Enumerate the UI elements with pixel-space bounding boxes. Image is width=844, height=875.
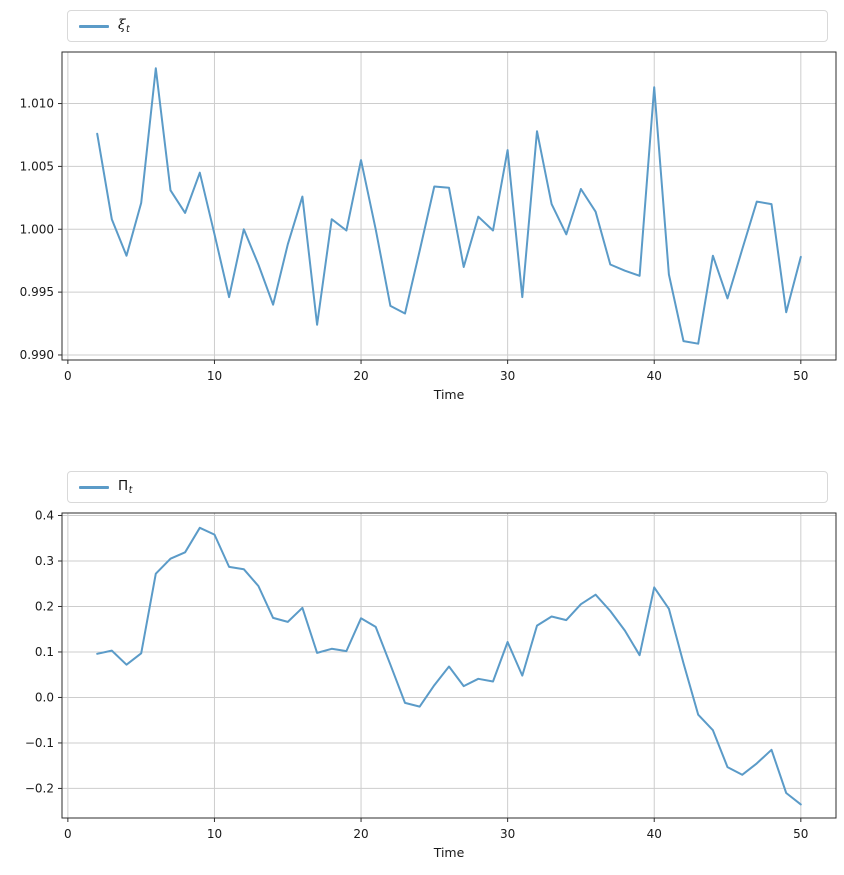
x-tick-label: 20: [353, 369, 368, 383]
x-tick-label: 50: [793, 369, 808, 383]
y-tick-label: 0.990: [20, 348, 54, 362]
y-tick-label: 0.4: [35, 509, 54, 523]
legend-label-pi: Πt: [118, 478, 133, 497]
y-tick-label: 1.000: [20, 222, 54, 236]
x-axis-title: Time: [433, 387, 465, 402]
x-tick-label: 30: [500, 369, 515, 383]
y-tick-label: −0.1: [25, 736, 54, 750]
y-tick-label: −0.2: [25, 781, 54, 795]
x-tick-label: 0: [64, 369, 72, 383]
y-tick-label: 0.995: [20, 285, 54, 299]
x-tick-label: 30: [500, 827, 515, 841]
axes-spines: [61, 512, 837, 819]
x-tick-label: 0: [64, 827, 72, 841]
y-tick-label: 0.2: [35, 599, 54, 613]
x-tick-label: 40: [647, 369, 662, 383]
y-tick-label: 0.3: [35, 554, 54, 568]
legend-line-sample-icon: [79, 485, 109, 489]
legend-line-sample-icon: [79, 24, 109, 28]
x-tick-label: 50: [793, 827, 808, 841]
legend-pi: Πt: [67, 471, 828, 503]
series-line: [96, 67, 802, 345]
y-tick-label: 0.0: [35, 690, 54, 704]
y-tick-label: 1.005: [20, 159, 54, 173]
legend-xi: ξt: [67, 10, 828, 42]
legend-label-xi: ξt: [118, 17, 130, 36]
y-tick-label: 1.010: [20, 97, 54, 111]
x-tick-label: 10: [207, 827, 222, 841]
x-axis-title: Time: [433, 845, 465, 860]
y-tick-label: 0.1: [35, 645, 54, 659]
x-tick-label: 40: [647, 827, 662, 841]
x-tick-label: 10: [207, 369, 222, 383]
axes-spines: [61, 51, 837, 361]
x-tick-label: 20: [353, 827, 368, 841]
series-line: [96, 526, 802, 806]
